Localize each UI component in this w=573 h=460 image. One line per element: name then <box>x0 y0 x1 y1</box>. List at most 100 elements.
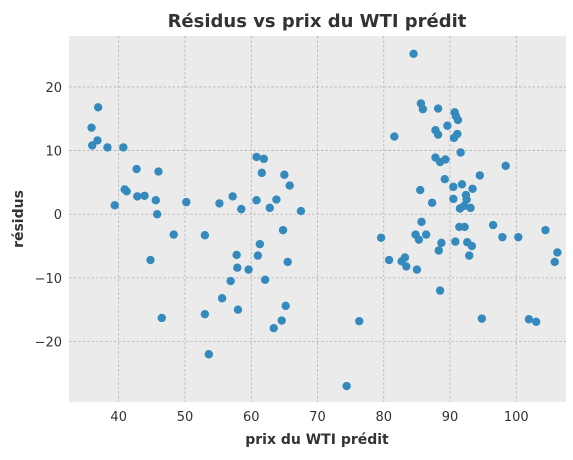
y-tick-label: −10 <box>35 272 62 287</box>
data-point <box>154 167 163 176</box>
data-point <box>119 143 128 152</box>
data-point <box>110 201 119 210</box>
data-point <box>93 136 102 145</box>
data-point <box>151 196 161 205</box>
data-point <box>468 184 477 193</box>
data-point <box>402 262 411 271</box>
data-point <box>449 194 458 204</box>
data-point <box>477 314 487 323</box>
data-point <box>215 199 224 208</box>
data-point <box>342 381 351 391</box>
data-point <box>257 168 267 178</box>
data-point <box>232 250 241 260</box>
data-points <box>87 49 562 391</box>
data-point <box>217 294 227 303</box>
data-point <box>93 103 103 112</box>
data-point <box>140 191 149 200</box>
data-point <box>427 198 437 207</box>
data-point <box>457 180 467 189</box>
data-point <box>412 265 422 274</box>
data-point <box>272 195 281 204</box>
data-point <box>260 275 270 284</box>
data-point <box>553 248 562 257</box>
data-point <box>103 143 112 152</box>
x-tick-label: 60 <box>243 410 260 425</box>
data-point <box>421 230 431 239</box>
data-point <box>514 232 523 242</box>
data-point <box>252 196 261 205</box>
x-axis-label: prix du WTI prédit <box>245 432 389 448</box>
data-point <box>228 192 237 201</box>
data-point <box>255 239 265 249</box>
data-point <box>355 316 364 326</box>
x-tick-label: 50 <box>177 410 194 425</box>
data-point <box>417 217 426 227</box>
data-point <box>281 301 290 311</box>
x-tick-label: 70 <box>309 410 326 425</box>
data-point <box>133 192 142 201</box>
data-point <box>200 309 210 319</box>
data-point <box>283 257 292 267</box>
data-point <box>253 251 263 260</box>
data-point <box>87 123 96 132</box>
data-point <box>460 222 469 232</box>
data-point <box>132 164 141 174</box>
y-tick-label: 20 <box>45 81 62 96</box>
data-point <box>441 155 450 164</box>
data-point <box>443 121 452 130</box>
data-point <box>87 141 97 150</box>
data-point <box>265 203 274 213</box>
x-tick-label: 100 <box>504 410 529 425</box>
data-point <box>437 238 446 248</box>
data-point <box>475 171 485 180</box>
y-tick-label: 10 <box>45 145 62 160</box>
data-point <box>384 255 394 265</box>
data-point <box>466 203 475 213</box>
tick-labels: 40 50 60 70 80 90 100 −20 −10 0 10 20 <box>35 81 529 425</box>
data-point <box>376 233 386 242</box>
data-point <box>244 265 253 274</box>
chart-title: Résidus vs prix du WTI prédit <box>168 11 467 32</box>
data-point <box>416 185 425 195</box>
data-point <box>152 210 162 219</box>
data-point <box>414 235 424 244</box>
data-point <box>465 251 474 260</box>
x-tick-label: 80 <box>375 410 392 425</box>
x-tick-label: 90 <box>442 410 459 425</box>
data-point <box>433 130 443 139</box>
data-point <box>390 132 399 141</box>
data-point <box>550 257 559 267</box>
data-point <box>400 253 410 262</box>
data-point <box>169 230 178 239</box>
data-point <box>501 161 510 171</box>
data-point <box>449 182 458 192</box>
data-point <box>233 263 242 272</box>
y-tick-label: 0 <box>54 208 62 223</box>
data-point <box>259 154 269 164</box>
data-point <box>252 152 261 162</box>
data-point <box>269 323 278 333</box>
data-point <box>459 201 469 211</box>
data-point <box>157 313 166 323</box>
data-point <box>277 316 286 325</box>
data-point <box>440 175 449 184</box>
data-point <box>435 286 445 295</box>
data-point <box>182 197 191 207</box>
data-point <box>467 241 477 251</box>
data-point <box>233 305 243 314</box>
data-point <box>280 170 289 179</box>
data-point <box>296 206 306 216</box>
data-point <box>409 49 418 59</box>
data-point <box>462 195 471 204</box>
y-tick-label: −20 <box>35 336 62 351</box>
data-point <box>285 181 294 190</box>
data-point <box>434 246 443 255</box>
data-point <box>488 220 498 230</box>
data-point <box>237 204 246 214</box>
grid-lines <box>69 36 566 402</box>
data-point <box>498 232 507 242</box>
data-point <box>418 105 428 114</box>
data-point <box>531 317 541 326</box>
